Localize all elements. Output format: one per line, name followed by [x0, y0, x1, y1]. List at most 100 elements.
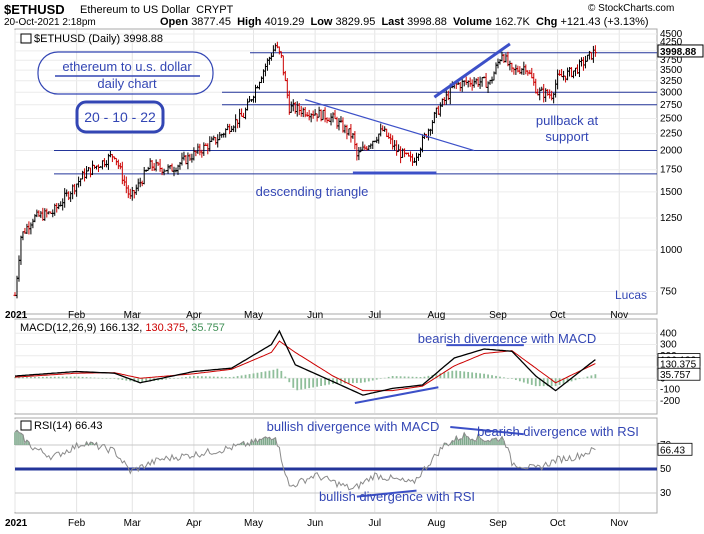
symbol-title: $ETHUSD — [4, 2, 65, 17]
x-tick-label-bottom: Feb — [68, 518, 86, 529]
macd-histogram-bar — [594, 374, 597, 379]
annotation-bullish-macd: bullish divergence with MACD — [267, 419, 440, 434]
macd-histogram-bar — [475, 372, 478, 379]
open-label: Open — [160, 16, 189, 28]
macd-histogram-bar — [53, 376, 56, 379]
macd-histogram-bar — [30, 376, 32, 379]
macd-histogram-bar — [81, 376, 84, 379]
macd-histogram-bar — [137, 378, 140, 383]
macd-histogram-bar — [264, 371, 267, 379]
date-time: 20-Oct-2021 2:18pm — [4, 17, 96, 28]
macd-histogram-bar — [518, 378, 521, 382]
macd-histogram-bar — [300, 378, 303, 390]
price-tick-label: 2250 — [660, 129, 683, 140]
macd-histogram-bar — [359, 378, 362, 383]
macd-histogram-bar — [125, 378, 128, 381]
high-label: High — [237, 16, 262, 28]
macd-histogram-bar — [463, 371, 466, 379]
macd-legend-comma1: , — [139, 322, 145, 334]
price-tick-label: 750 — [660, 286, 677, 297]
macd-histogram-bar — [427, 375, 430, 379]
x-tick-label: Sep — [489, 310, 507, 321]
macd-histogram-bar — [316, 378, 319, 387]
bullish-rsi-divergence-line — [356, 489, 417, 498]
macd-histogram-bar — [57, 376, 60, 379]
macd-histogram-bar — [455, 370, 458, 379]
annotation-support: support — [545, 129, 589, 144]
annotation-descending-triangle: descending triangle — [256, 184, 369, 199]
price-tick-label: 1750 — [660, 165, 683, 176]
macd-histogram-bar — [511, 378, 513, 379]
low-value: 3829.95 — [335, 16, 376, 28]
last-price-box — [657, 44, 704, 58]
macd-histogram-bar — [37, 376, 40, 379]
rsi-tick-label: 50 — [660, 464, 672, 475]
macd-legend-value: 166.132 — [99, 322, 139, 334]
macd-histogram-bar — [33, 376, 36, 379]
macd-histogram-bar — [566, 378, 569, 383]
macd-histogram-bar — [304, 378, 307, 389]
macd-histogram-bar — [411, 376, 414, 379]
macd-histogram-bar — [423, 376, 426, 379]
watermark: © StockCharts.com — [588, 3, 675, 14]
macd-histogram-bar — [336, 378, 338, 384]
macd-histogram-bar — [483, 373, 485, 379]
x-tick-label: Nov — [610, 310, 628, 321]
date-annotation-box — [75, 100, 165, 134]
chg-label: Chg — [536, 16, 558, 28]
rsi-value-box — [657, 442, 693, 456]
macd-histogram-bar — [534, 378, 537, 387]
x-tick-label: Jul — [368, 310, 381, 321]
macd-histogram-bar — [351, 378, 354, 384]
exchange: CRYPT — [196, 4, 234, 16]
macd-histogram-bar — [276, 368, 279, 379]
macd-histogram-bar — [371, 378, 374, 381]
macd-histogram-bar — [578, 378, 581, 379]
price-tick-label: 4500 — [660, 29, 683, 40]
macd-histogram-bar — [363, 378, 366, 383]
macd-histogram-bar — [260, 372, 263, 379]
macd-histogram-bar — [399, 376, 402, 379]
bearish-rsi-divergence-line — [450, 426, 524, 436]
macd-histogram-bar — [391, 376, 394, 379]
macd-line — [14, 329, 596, 396]
macd-histogram-bar — [14, 377, 16, 379]
descending-trendline — [305, 99, 475, 152]
macd-histogram-bar — [471, 372, 474, 379]
low-label: Low — [310, 16, 333, 28]
x-tick-label-bottom: 2021 — [5, 518, 28, 529]
x-tick-label: Oct — [550, 310, 566, 321]
macd-histogram-bar — [355, 378, 358, 383]
macd-histogram-bar — [141, 378, 144, 383]
macd-histogram-bar — [117, 378, 120, 380]
macd-histogram-bar — [232, 376, 235, 379]
macd-histogram-bar — [320, 378, 322, 387]
macd-histogram-bar — [65, 376, 68, 379]
annotation-bearish-rsi: bearish divergence with RSI — [477, 424, 639, 439]
macd-histogram-bar — [415, 376, 418, 379]
macd-value-label: 130.375 — [660, 360, 697, 371]
macd-histogram-bar — [185, 377, 187, 379]
macd-histogram-bar — [419, 377, 422, 379]
macd-histogram-bar — [550, 378, 553, 387]
macd-histogram-bar — [499, 376, 501, 379]
rising-trendline — [433, 42, 511, 99]
macd-histogram-bar — [216, 376, 219, 379]
rsi-line — [14, 426, 596, 498]
annotation-date: 20 - 10 - 22 — [84, 109, 156, 125]
x-tick-label-bottom: Nov — [610, 518, 628, 529]
macd-histogram-bar — [558, 378, 561, 385]
macd-tick-label: -200 — [660, 396, 680, 407]
macd-histogram-bar — [272, 369, 275, 379]
signal-legend-value: 130.375 — [145, 322, 185, 334]
x-tick-label: May — [244, 310, 263, 321]
price-tick-label: 4250 — [660, 37, 683, 48]
macd-histogram-bar — [236, 376, 239, 379]
rsi-line — [14, 429, 596, 491]
macd-legend: MACD(12,26,9) 166.132, 130.375, 35.757 — [20, 322, 225, 334]
macd-tick-label: -100 — [660, 385, 680, 396]
macd-histogram-bar — [387, 376, 390, 379]
macd-histogram-bar — [173, 378, 175, 379]
price-tick-label: 2500 — [660, 113, 683, 124]
